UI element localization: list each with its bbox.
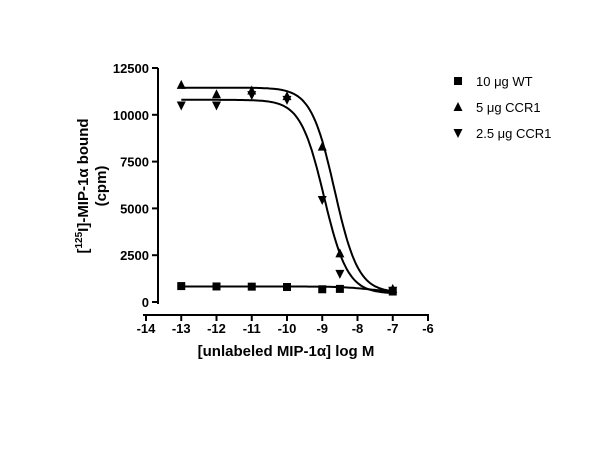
y-tick-label: 0 <box>142 295 149 310</box>
data-point-series-3 <box>176 101 186 111</box>
y-tick-label: 2500 <box>120 248 149 263</box>
y-tick-label: 10000 <box>113 108 149 123</box>
data-point-series-2 <box>212 89 221 99</box>
legend-marker-series-1 <box>454 77 462 85</box>
fit-curve-series-3 <box>181 98 392 294</box>
legend: 10 μg WT 5 μg CCR1 2.5 μg CCR1 <box>453 74 551 141</box>
data-points <box>176 79 398 296</box>
x-axis-title: [unlabeled MIP-1α] log M <box>198 343 375 360</box>
y-axis-title-superscript: 125 <box>74 231 85 248</box>
data-point-series-3 <box>212 101 221 111</box>
y-axis-title: [125I]-MIP-1α bound (cpm) <box>74 118 110 253</box>
legend-marker-series-2 <box>453 102 463 111</box>
y-axis-title-line2: (cpm) <box>93 166 110 207</box>
data-point-series-3 <box>282 95 292 105</box>
y-tick-label: 7500 <box>120 155 149 170</box>
fit-curves <box>181 86 392 294</box>
x-tick-label: -8 <box>352 321 364 336</box>
x-tick-label: -10 <box>278 321 297 336</box>
data-point-series-1 <box>247 282 256 291</box>
data-point-series-1 <box>177 282 186 291</box>
fit-curve-series-2 <box>181 86 392 292</box>
data-point-series-1 <box>335 284 344 293</box>
y-axis-title-line1: [125I]-MIP-1α bound <box>74 118 92 253</box>
data-point-series-1 <box>212 282 221 291</box>
x-tick-label: -7 <box>387 321 399 336</box>
data-point-series-3 <box>247 91 257 101</box>
x-tick-label: -11 <box>243 321 261 336</box>
data-point-series-3 <box>317 195 327 205</box>
y-tick-label: 5000 <box>120 201 149 216</box>
legend-label-series-2: 5 μg CCR1 <box>476 100 541 115</box>
x-tick-label: -12 <box>207 321 226 336</box>
data-point-series-2 <box>335 248 345 258</box>
x-tick-label: -9 <box>316 321 328 336</box>
x-ticks: -14 -13 -12 -11 -10 -9 -8 -7 -6 <box>137 315 434 336</box>
data-point-series-2 <box>317 141 327 151</box>
y-ticks: 0 2500 5000 7500 10000 12500 <box>113 61 158 310</box>
data-point-series-1 <box>318 285 327 294</box>
x-tick-label: -6 <box>422 321 434 336</box>
x-tick-label: -14 <box>137 321 157 336</box>
data-point-series-1 <box>283 283 291 292</box>
data-point-series-3 <box>335 269 345 279</box>
data-point-series-2 <box>176 79 186 89</box>
y-tick-label: 12500 <box>113 61 149 76</box>
x-tick-label: -13 <box>172 321 191 336</box>
legend-marker-series-3 <box>453 129 463 138</box>
data-point-series-3 <box>388 286 398 296</box>
legend-label-series-1: 10 μg WT <box>476 74 533 89</box>
legend-label-series-3: 2.5 μg CCR1 <box>476 126 551 141</box>
